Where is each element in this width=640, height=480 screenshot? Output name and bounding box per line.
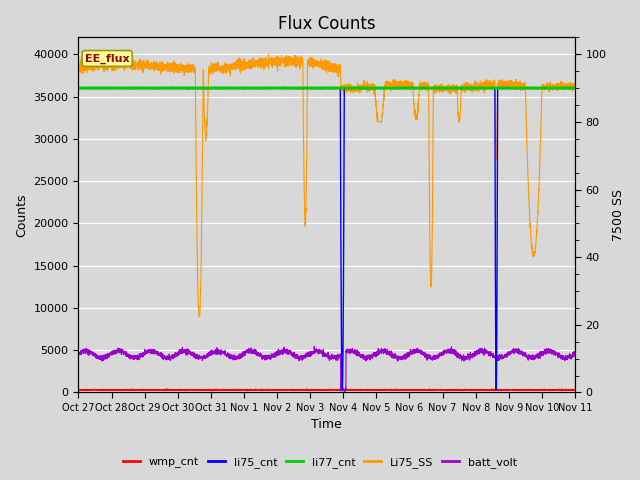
Text: EE_flux: EE_flux (85, 53, 129, 63)
Legend: wmp_cnt, li75_cnt, li77_cnt, Li75_SS, batt_volt: wmp_cnt, li75_cnt, li77_cnt, Li75_SS, ba… (119, 452, 521, 472)
Y-axis label: 7500 SS: 7500 SS (612, 189, 625, 241)
Title: Flux Counts: Flux Counts (278, 15, 376, 33)
Y-axis label: Counts: Counts (15, 193, 28, 237)
X-axis label: Time: Time (311, 419, 342, 432)
